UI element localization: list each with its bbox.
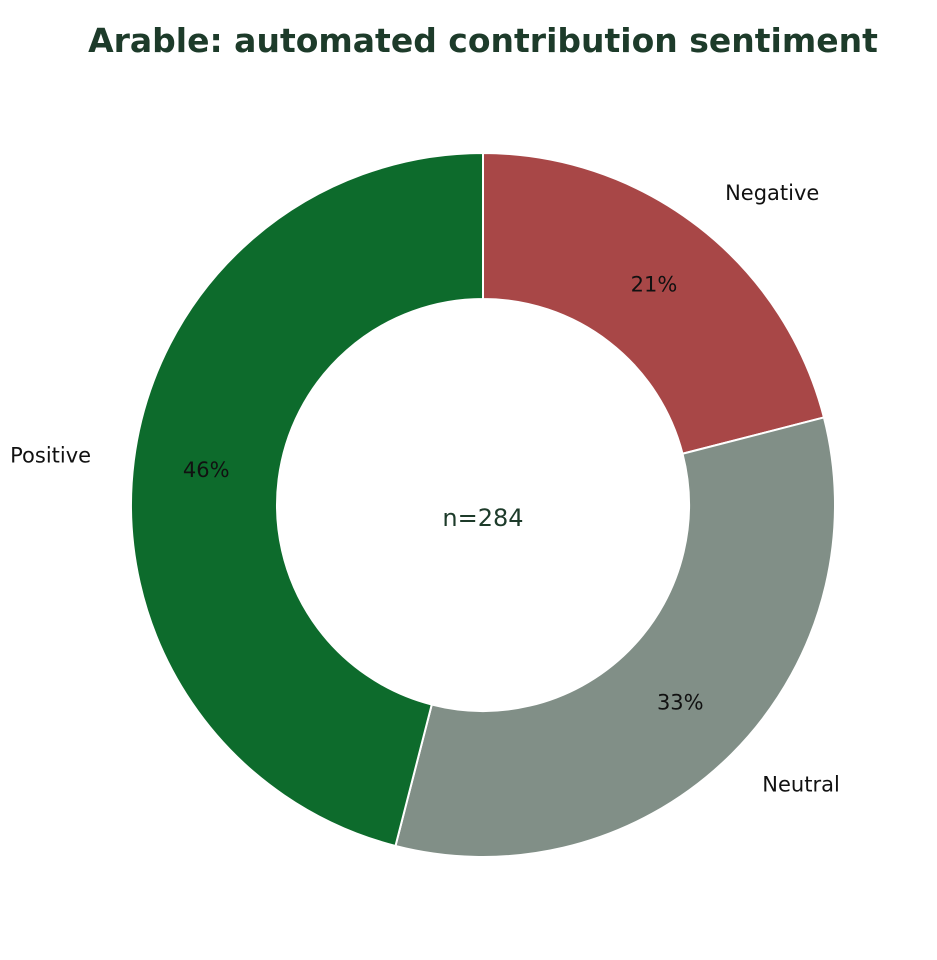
center-label: n=284 xyxy=(442,504,523,532)
slice-positive xyxy=(130,151,484,848)
pct-label-negative: 21% xyxy=(631,273,678,297)
chart-title: Arable: automated contribution sentiment xyxy=(88,21,878,60)
donut-slices xyxy=(130,151,836,858)
slice-label-positive: Positive xyxy=(10,443,91,467)
pct-label-neutral: 33% xyxy=(657,690,704,714)
slice-negative xyxy=(482,151,826,455)
slice-neutral xyxy=(394,416,836,858)
pct-label-positive: 46% xyxy=(183,458,230,482)
slice-label-neutral: Neutral xyxy=(762,772,840,796)
donut-labels: 21% Negative 33% Neutral 46% Positive xyxy=(10,181,840,796)
slice-label-negative: Negative xyxy=(725,181,819,205)
